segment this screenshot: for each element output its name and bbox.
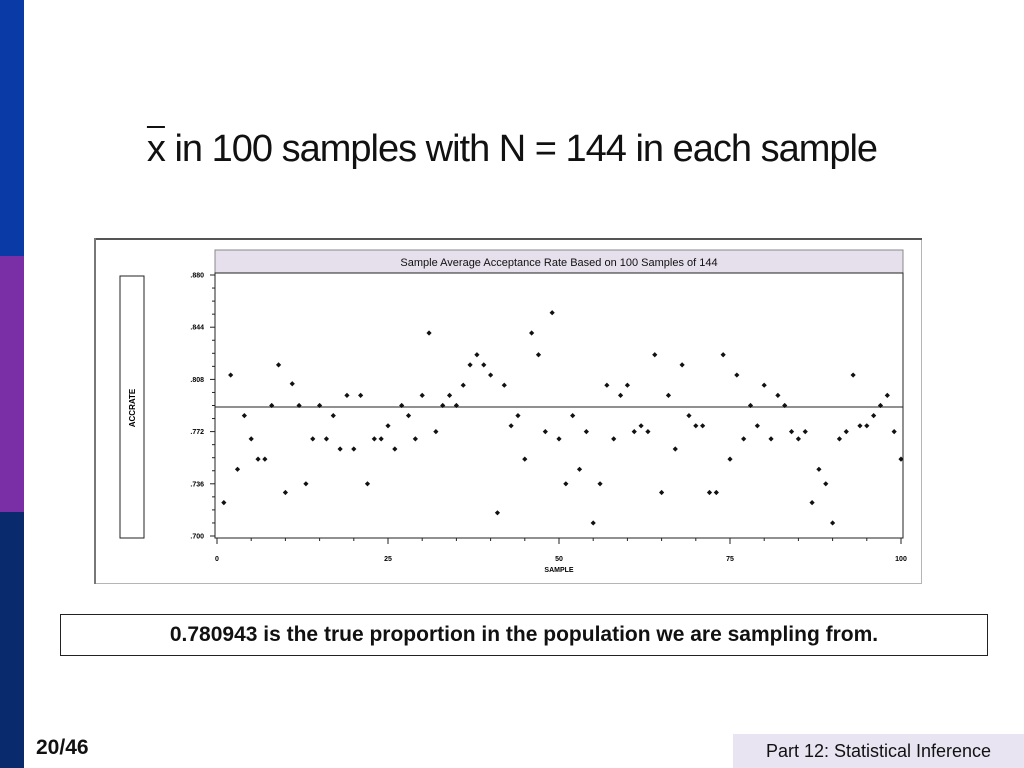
data-point <box>228 372 234 378</box>
data-point <box>693 423 699 429</box>
data-point <box>590 520 596 526</box>
data-point <box>830 520 836 526</box>
data-point <box>816 466 822 472</box>
data-point <box>378 436 384 442</box>
data-point <box>494 510 501 516</box>
data-point <box>508 423 514 429</box>
sidebar-bottom-segment <box>0 512 24 768</box>
data-point <box>234 466 241 472</box>
sidebar <box>0 0 24 768</box>
data-point <box>720 352 726 358</box>
data-point <box>624 382 630 388</box>
data-point <box>529 330 535 336</box>
data-point <box>221 500 227 506</box>
data-point <box>392 446 398 452</box>
x-tick-label: 0 <box>215 556 219 563</box>
data-point <box>659 489 665 496</box>
x-axis-label: SAMPLE <box>544 567 574 574</box>
data-point <box>296 402 302 409</box>
data-point <box>542 429 548 435</box>
x-tick-label: 75 <box>726 556 734 563</box>
title-text: in 100 samples with N = 144 in each samp… <box>174 128 878 170</box>
data-point <box>440 402 446 409</box>
data-point <box>672 446 678 452</box>
data-point <box>761 382 767 388</box>
data-point <box>426 330 432 336</box>
data-point <box>652 352 658 358</box>
data-point <box>823 481 829 487</box>
title-xbar-symbol: x <box>146 128 166 170</box>
data-point <box>754 423 760 429</box>
data-point <box>706 489 713 496</box>
data-point <box>782 402 788 409</box>
slide-title: x in 100 samples with N = 144 in each sa… <box>0 128 1024 171</box>
data-point <box>399 402 405 409</box>
data-point <box>713 489 719 496</box>
chart-frame: ACCRATE Sample Average Acceptance Rate B… <box>94 238 922 584</box>
chart-title: Sample Average Acceptance Rate Based on … <box>400 257 717 269</box>
data-point <box>364 481 371 487</box>
data-point <box>453 402 459 409</box>
data-point <box>570 413 576 419</box>
data-point <box>576 466 583 472</box>
data-point <box>604 382 610 388</box>
footer-text: Part 12: Statistical Inference <box>765 740 992 761</box>
data-point <box>850 372 856 378</box>
data-point <box>460 382 466 388</box>
y-tick-label: .808 <box>190 377 204 384</box>
x-tick-label: 100 <box>895 556 907 563</box>
x-tick-label: 50 <box>555 556 563 563</box>
data-point <box>857 423 863 429</box>
data-point <box>337 446 343 452</box>
y-axis: .700 .736 .772 .808 .844 .880 <box>190 273 215 541</box>
y-tick-label: .844 <box>190 325 204 332</box>
sidebar-top-segment <box>0 0 24 256</box>
data-point <box>351 446 357 452</box>
data-point <box>474 352 480 358</box>
plot-area <box>214 272 904 539</box>
y-tick-label: .880 <box>190 273 204 280</box>
ylabel-box <box>119 275 145 539</box>
page-number: 20/46 <box>36 736 89 759</box>
data-point <box>877 402 884 409</box>
data-point <box>317 402 323 409</box>
data-point <box>549 310 555 316</box>
data-point <box>269 402 275 409</box>
data-point <box>535 352 542 358</box>
y-tick-label: .700 <box>190 534 204 541</box>
data-point <box>515 413 521 419</box>
sidebar-middle-segment <box>0 256 24 512</box>
note-text: 0.780943 is the true proportion in the p… <box>169 623 879 646</box>
x-axis: 0 25 50 75 100 <box>215 538 907 563</box>
data-point <box>864 423 870 429</box>
data-point <box>501 382 507 388</box>
data-point <box>809 500 815 506</box>
data-point <box>563 481 569 487</box>
data-point <box>597 481 603 487</box>
scatter-chart: ACCRATE Sample Average Acceptance Rate B… <box>94 238 922 584</box>
data-point <box>734 372 740 378</box>
data-point <box>700 423 706 429</box>
y-tick-label: .772 <box>190 429 204 436</box>
y-tick-label: .736 <box>190 481 204 488</box>
note-box: 0.780943 is the true proportion in the p… <box>60 614 988 656</box>
data-point <box>385 423 391 429</box>
data-point <box>488 372 494 378</box>
data-point <box>282 489 288 496</box>
data-point <box>289 381 295 387</box>
y-axis-label: ACCRATE <box>128 388 137 427</box>
footer-label: Part 12: Statistical Inference <box>733 734 1024 768</box>
x-tick-label: 25 <box>384 556 392 563</box>
data-point <box>747 402 754 409</box>
data-point <box>638 423 644 429</box>
